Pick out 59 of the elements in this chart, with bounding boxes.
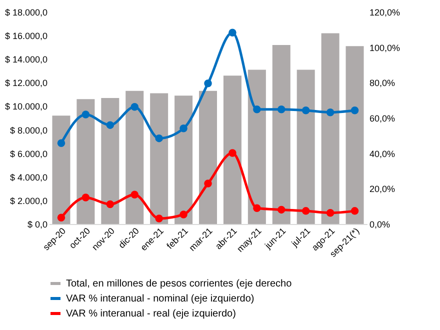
point (130, 103, 138, 111)
bar (272, 44, 290, 224)
y-tick-label: $ 14.000,0 (4, 54, 48, 65)
point (57, 214, 66, 222)
legend-label: Total, en millones de pesos corrientes (eje derecho (66, 278, 292, 290)
point (155, 214, 163, 222)
y-tick-label: $ 2.000,0 (10, 196, 48, 206)
point (155, 134, 163, 142)
y-tick-label: $ 0,0 (27, 220, 48, 230)
point (350, 106, 359, 114)
bar (52, 116, 70, 224)
bar (346, 46, 364, 224)
bar (76, 99, 95, 224)
bar (126, 90, 144, 224)
point (204, 80, 212, 88)
y-tick-label: $ 18.000,0 (4, 8, 48, 18)
point (253, 204, 261, 212)
point (253, 105, 261, 114)
bar (199, 90, 217, 224)
legend-label: VAR % interanual - nominal (eje izquierdo) (66, 294, 254, 304)
point (82, 194, 90, 202)
y-tick-label: $ 4.000,0 (10, 172, 48, 182)
bar (174, 96, 193, 224)
point (180, 124, 188, 132)
point (350, 207, 359, 215)
point (180, 210, 188, 218)
point (130, 190, 138, 199)
y2-tick-label: 100,0% (370, 42, 400, 53)
bar (150, 93, 168, 224)
bar (223, 76, 242, 224)
point (106, 200, 114, 208)
bar (296, 70, 315, 224)
y-tick-label: $ 12.000,0 (4, 78, 48, 88)
bar (321, 33, 340, 224)
point (302, 106, 310, 114)
point (228, 28, 236, 37)
legend-label: VAR % interanual - real (eje izquierdo) (66, 308, 236, 320)
point (278, 105, 286, 114)
y2-tick-label: 0,0% (370, 220, 390, 230)
point (278, 206, 286, 214)
point (228, 149, 236, 157)
y2-tick-label: 60,0% (370, 114, 396, 124)
point (326, 209, 334, 217)
y2-tick-label: 120,0% (370, 8, 400, 18)
y-tick-label: $ 8.000,0 (10, 125, 48, 136)
y-tick-label: $ 16.000,0 (4, 31, 48, 42)
y-tick-label: $ 6.000,0 (10, 148, 48, 159)
point (302, 207, 310, 215)
y-tick-label: $ 10.000,0 (4, 102, 48, 112)
point (82, 110, 90, 118)
y2-tick-label: 20,0% (370, 184, 396, 194)
point (204, 180, 212, 188)
point (57, 139, 66, 147)
y2-tick-label: 80,0% (370, 78, 396, 88)
point (326, 108, 334, 116)
bar (248, 70, 266, 224)
point (106, 121, 114, 129)
y2-tick-label: 40,0% (370, 148, 396, 159)
bar (101, 98, 120, 224)
